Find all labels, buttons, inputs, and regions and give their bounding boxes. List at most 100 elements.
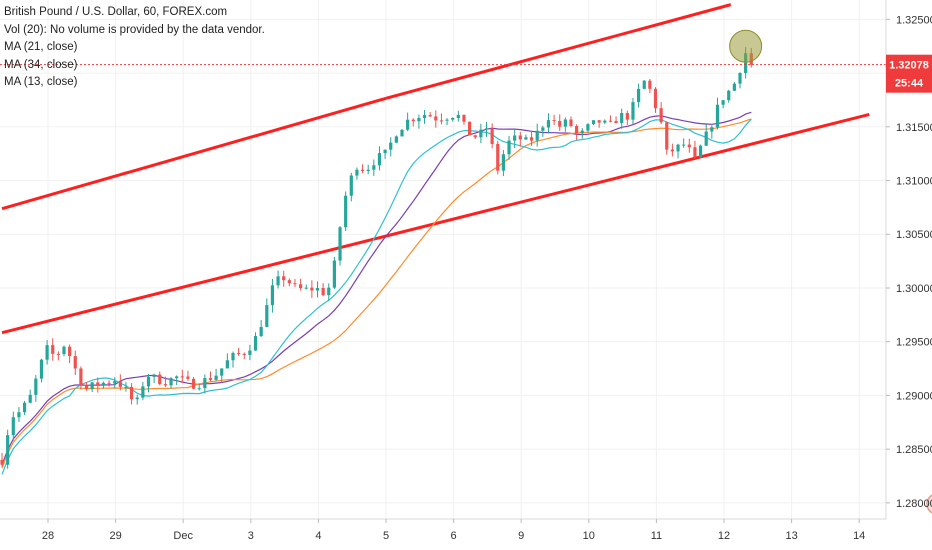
candle-body-116 (653, 88, 658, 109)
legend-ma34[interactable]: MA (34, close) (4, 58, 78, 71)
candle-body-125 (704, 131, 708, 146)
candle-body-107 (603, 120, 607, 123)
candle-body-100 (563, 119, 567, 127)
xtick-label-4: 4 (315, 530, 321, 542)
candle-body-57 (321, 288, 325, 296)
legend-title[interactable]: British Pound / U.S. Dollar, 60, FOREX.c… (4, 6, 228, 18)
candle-body-111 (625, 113, 629, 120)
candle-body-128 (721, 100, 725, 105)
candle-body-11 (62, 346, 66, 355)
candle-body-73 (411, 119, 415, 122)
candle-body-75 (422, 115, 427, 119)
price-tag-countdown: 25:44 (895, 78, 924, 90)
candle-body-39 (220, 368, 224, 376)
candle-body-22 (124, 386, 128, 388)
candle-body-130 (732, 83, 736, 91)
candle-body-14 (79, 368, 83, 386)
candle-body-68 (383, 149, 387, 154)
xtick-label-3: 3 (248, 530, 254, 542)
candle-body-127 (715, 104, 720, 128)
candle-body-114 (642, 80, 646, 89)
candle-body-66 (372, 165, 376, 170)
candle-body-29 (163, 384, 167, 386)
candle-body-43 (242, 353, 246, 355)
xtick-label-5: 5 (383, 530, 389, 542)
candle-body-81 (456, 114, 460, 118)
candle-body-63 (355, 169, 359, 176)
candle-body-18 (101, 382, 106, 386)
channel-upper-left (1, 96, 387, 211)
candle-body-97 (546, 120, 551, 128)
candle-body-112 (631, 102, 635, 120)
candle-body-42 (237, 352, 241, 354)
ytick-label-4: 1.30500 (896, 229, 932, 241)
candle-body-79 (445, 119, 449, 121)
candle-body-31 (175, 376, 179, 379)
candle-body-48 (270, 285, 275, 306)
candle-body-117 (659, 108, 663, 123)
legend-ma13[interactable]: MA (13, close) (4, 76, 78, 88)
ytick-label-6: 1.29500 (896, 337, 932, 349)
xtick-label-1: 29 (109, 530, 121, 542)
candle-body-33 (186, 376, 190, 379)
candle-body-51 (287, 280, 291, 284)
candle-body-65 (366, 169, 370, 171)
candle-body-83 (467, 121, 472, 136)
candle-body-4 (22, 402, 27, 413)
candle-body-115 (648, 80, 652, 89)
candle-body-88 (496, 143, 500, 171)
candle-body-108 (608, 120, 613, 122)
candle-body-93 (524, 137, 528, 140)
candle-body-54 (304, 287, 308, 289)
candle-body-15 (84, 385, 89, 390)
xtick-label-2: Dec (173, 530, 193, 542)
xtick-label-11: 13 (785, 530, 797, 542)
candle-body-0 (0, 459, 4, 465)
ytick-label-9: 1.28000 (896, 498, 932, 510)
moving-averages (1, 111, 752, 475)
xtick-label-7: 9 (518, 530, 524, 542)
candle-body-19 (107, 382, 111, 384)
candle-body-104 (586, 124, 590, 131)
candle-body-87 (490, 128, 494, 144)
candle-body-89 (501, 154, 505, 171)
candle-body-98 (552, 120, 556, 122)
candle-body-59 (332, 260, 336, 288)
ytick-label-3: 1.31000 (896, 176, 932, 188)
candle-body-20 (113, 381, 117, 384)
candle-body-70 (394, 136, 398, 143)
candle-body-1 (6, 435, 10, 465)
candle-body-78 (439, 120, 444, 122)
event-icon-0 (926, 494, 932, 514)
candle-body-85 (479, 129, 483, 138)
highlight-circle (729, 29, 763, 63)
candle-body-94 (529, 137, 534, 141)
channel-lower (1, 112, 870, 335)
candle-body-76 (428, 115, 432, 117)
legend-ma21[interactable]: MA (21, close) (4, 41, 78, 53)
candle-body-95 (535, 130, 539, 141)
candle-body-118 (665, 122, 669, 150)
candle-body-64 (360, 169, 365, 171)
candle-body-91 (513, 135, 517, 141)
candle-body-123 (693, 147, 697, 158)
ma-line-21 (1, 111, 752, 465)
candle-body-21 (118, 381, 122, 387)
xtick-label-9: 11 (651, 530, 662, 542)
candle-body-44 (248, 350, 252, 355)
legend-vol[interactable]: Vol (20): No volume is provided by the d… (4, 23, 265, 36)
candle-body-23 (129, 386, 134, 400)
channel-lines (1, 3, 870, 335)
xtick-label-12: 14 (853, 530, 865, 542)
candle-body-69 (389, 142, 393, 150)
ytick-label-8: 1.28500 (896, 444, 932, 456)
candle-body-101 (569, 119, 573, 127)
candle-body-40 (225, 360, 229, 369)
chart-legend: British Pound / U.S. Dollar, 60, FOREX.c… (4, 4, 265, 92)
candle-body-55 (310, 287, 314, 291)
candle-body-7 (39, 359, 44, 379)
candle-body-129 (727, 90, 731, 101)
candle-body-56 (315, 288, 320, 291)
candle-body-67 (377, 153, 382, 166)
